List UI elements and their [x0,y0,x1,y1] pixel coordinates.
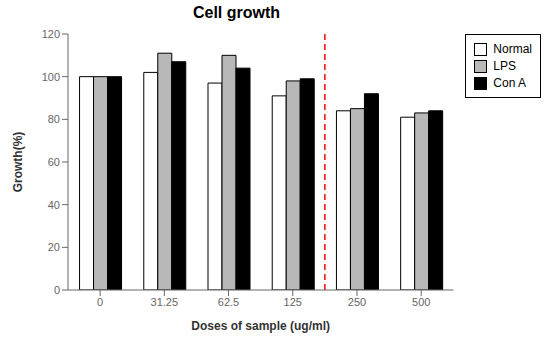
html-text:LPS: LPS [493,59,516,73]
svg-text:60: 60 [48,156,60,168]
svg-text:500: 500 [412,296,430,308]
svg-text:0: 0 [97,296,103,308]
svg-text:Doses of sample (ug/ml): Doses of sample (ug/ml) [191,319,330,333]
svg-text:31.25: 31.25 [151,296,179,308]
html-text:Con A: Con A [493,76,526,90]
svg-text:20: 20 [48,241,60,253]
html-text:Normal: Normal [493,42,532,56]
svg-text:0: 0 [54,284,60,296]
svg-text:80: 80 [48,113,60,125]
svg-text:40: 40 [48,199,60,211]
svg-text:250: 250 [348,296,366,308]
svg-text:Growth(%): Growth(%) [11,132,25,193]
svg-text:125: 125 [284,296,302,308]
html-text:Cell growth: Cell growth [192,4,280,21]
svg-text:120: 120 [42,28,60,40]
svg-text:62.5: 62.5 [218,296,239,308]
svg-text:100: 100 [42,71,60,83]
